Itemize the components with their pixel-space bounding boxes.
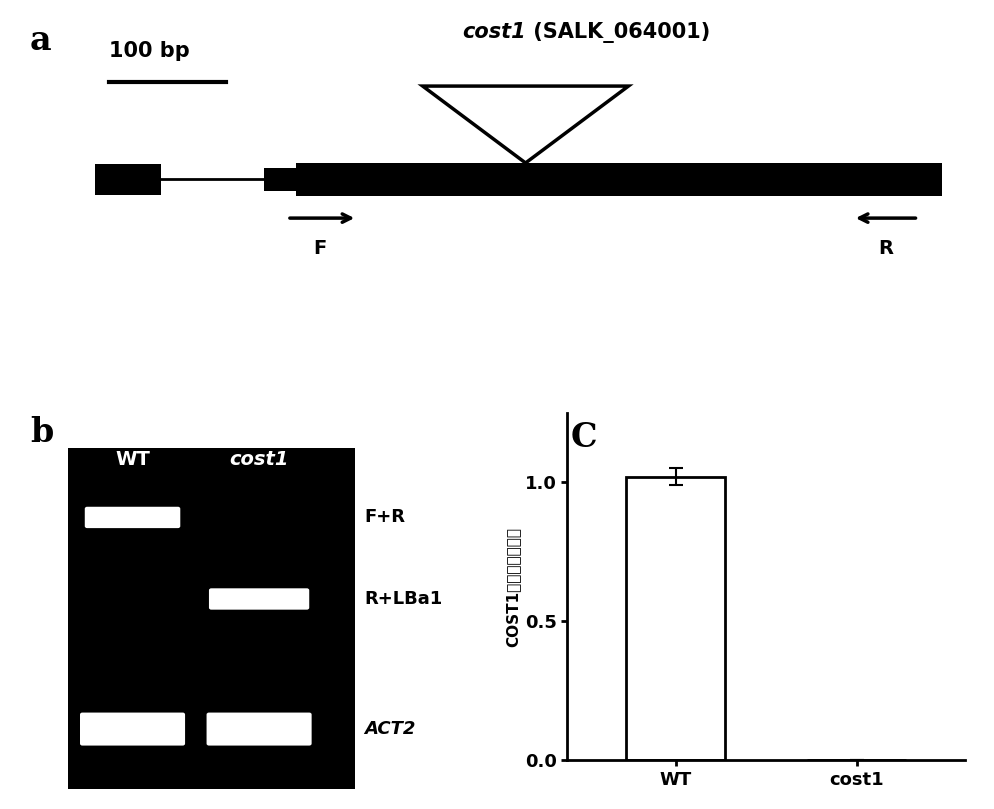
Text: a: a (30, 24, 52, 57)
FancyBboxPatch shape (84, 506, 180, 528)
Y-axis label: COST1基因相对表达量: COST1基因相对表达量 (505, 527, 520, 646)
FancyBboxPatch shape (207, 713, 311, 746)
Bar (95, 163, 161, 195)
Text: C: C (571, 421, 596, 454)
Text: cost1: cost1 (461, 22, 525, 42)
FancyBboxPatch shape (80, 713, 185, 746)
Bar (263, 167, 296, 191)
Text: F+R: F+R (364, 508, 405, 527)
Text: F: F (313, 239, 326, 258)
Text: WT: WT (115, 450, 150, 468)
Text: cost1: cost1 (230, 450, 288, 468)
Text: R: R (878, 239, 893, 258)
Bar (296, 163, 940, 196)
Bar (68, 447, 354, 790)
Text: ACT2: ACT2 (364, 720, 415, 738)
Text: (SALK_064001): (SALK_064001) (525, 22, 709, 43)
FancyBboxPatch shape (209, 588, 309, 610)
Text: R+LBa1: R+LBa1 (364, 590, 442, 608)
Text: 100 bp: 100 bp (109, 40, 190, 61)
Text: b: b (30, 417, 53, 450)
Bar (625, 477, 725, 760)
